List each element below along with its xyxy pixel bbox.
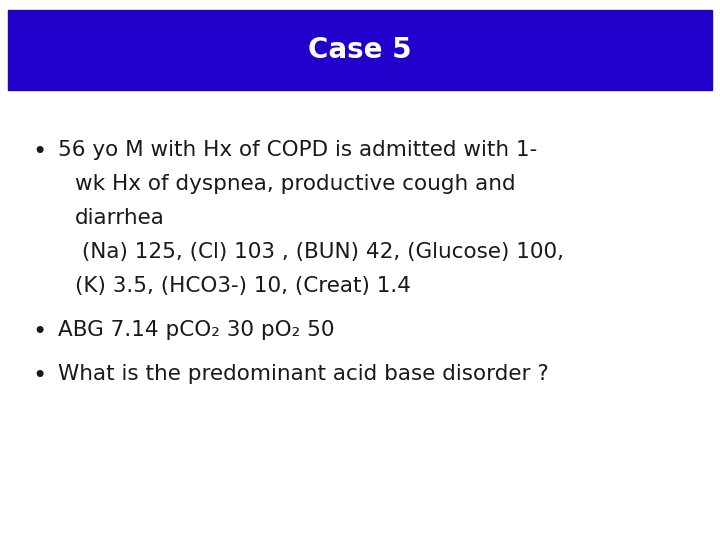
- Text: wk Hx of dyspnea, productive cough and: wk Hx of dyspnea, productive cough and: [75, 174, 516, 194]
- Text: (K) 3.5, (HCO3-) 10, (Creat) 1.4: (K) 3.5, (HCO3-) 10, (Creat) 1.4: [75, 276, 411, 296]
- Text: •: •: [33, 320, 47, 344]
- Text: Case 5: Case 5: [308, 36, 412, 64]
- Text: diarrhea: diarrhea: [75, 208, 165, 228]
- Text: •: •: [33, 140, 47, 164]
- Text: •: •: [33, 364, 47, 388]
- Text: (Na) 125, (Cl) 103 , (BUN) 42, (Glucose) 100,: (Na) 125, (Cl) 103 , (BUN) 42, (Glucose)…: [75, 242, 564, 262]
- Text: 56 yo M with Hx of COPD is admitted with 1-: 56 yo M with Hx of COPD is admitted with…: [58, 140, 537, 160]
- FancyBboxPatch shape: [8, 10, 712, 90]
- Text: What is the predominant acid base disorder ?: What is the predominant acid base disord…: [58, 364, 549, 384]
- Text: ABG 7.14 pCO₂ 30 pO₂ 50: ABG 7.14 pCO₂ 30 pO₂ 50: [58, 320, 335, 340]
